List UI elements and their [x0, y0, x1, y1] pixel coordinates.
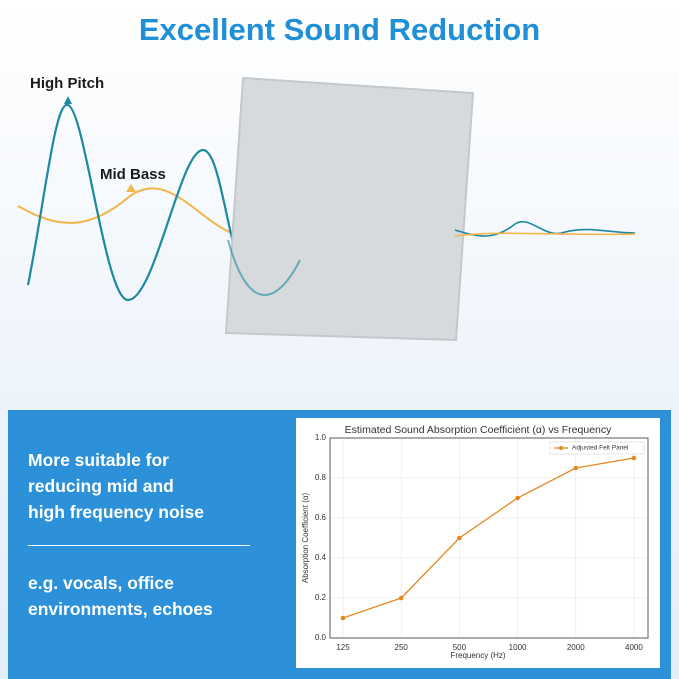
illustration — [17, 76, 636, 342]
legend-label: Adjusted Felt Panel — [572, 445, 629, 452]
reduced-mid-wave — [454, 232, 636, 237]
point — [515, 495, 520, 501]
text-line: environments, echoes — [28, 599, 213, 619]
pitch-marker — [64, 96, 72, 104]
text-line: More suitable for — [28, 450, 169, 470]
text-line: e.g. vocals, office — [28, 573, 174, 593]
felt-panel — [226, 78, 473, 340]
wave-label: High Pitch — [30, 75, 105, 92]
chart: Estimated Sound Absorption Coefficient (… — [301, 424, 649, 660]
text-line: reducing mid and — [28, 476, 174, 496]
panel-text: e.g. vocals, office environments, echoes — [28, 570, 213, 622]
panel-text: More suitable for reducing mid and high … — [28, 447, 204, 525]
divider — [28, 545, 250, 546]
bass-marker — [126, 184, 136, 192]
felt-panel-edge — [224, 76, 475, 342]
y-axis-label: Absorption Coefficient (α) — [301, 493, 310, 584]
point — [457, 535, 462, 541]
point — [398, 595, 404, 601]
x-tick-label: 2000 — [567, 643, 585, 652]
heading: Excellent Sound Reduction — [138, 12, 541, 47]
wave-label: Mid Bass — [100, 166, 166, 183]
wave-through — [227, 239, 301, 296]
reduced-high-wave — [454, 221, 636, 237]
chart-box: Estimated Sound Absorption Coefficient (… — [296, 418, 660, 668]
y-tick-label: 1.0 — [315, 433, 327, 442]
x-axis-label: Frequency (Hz) — [450, 651, 505, 660]
line — [342, 457, 635, 619]
x-tick-label: 500 — [453, 643, 467, 652]
point — [631, 455, 637, 461]
legend-box — [549, 441, 645, 455]
y-tick-label: 0.4 — [315, 553, 327, 562]
plot-frame — [329, 437, 649, 639]
y-tick-label: 0.0 — [315, 633, 327, 642]
y-tick-label: 0.6 — [315, 513, 327, 522]
x-tick-label: 1000 — [509, 643, 527, 652]
chart-title: Estimated Sound Absorption Coefficient (… — [345, 424, 613, 436]
y-tick-label: 0.2 — [315, 593, 327, 602]
x-tick-label: 125 — [336, 643, 350, 652]
point — [573, 465, 579, 471]
text-line: high frequency noise — [28, 502, 204, 522]
point — [340, 615, 346, 621]
x-tick-label: 250 — [395, 643, 409, 652]
y-tick-label: 0.8 — [315, 473, 327, 482]
legend-marker — [559, 446, 563, 450]
x-tick-label: 4000 — [625, 643, 643, 652]
